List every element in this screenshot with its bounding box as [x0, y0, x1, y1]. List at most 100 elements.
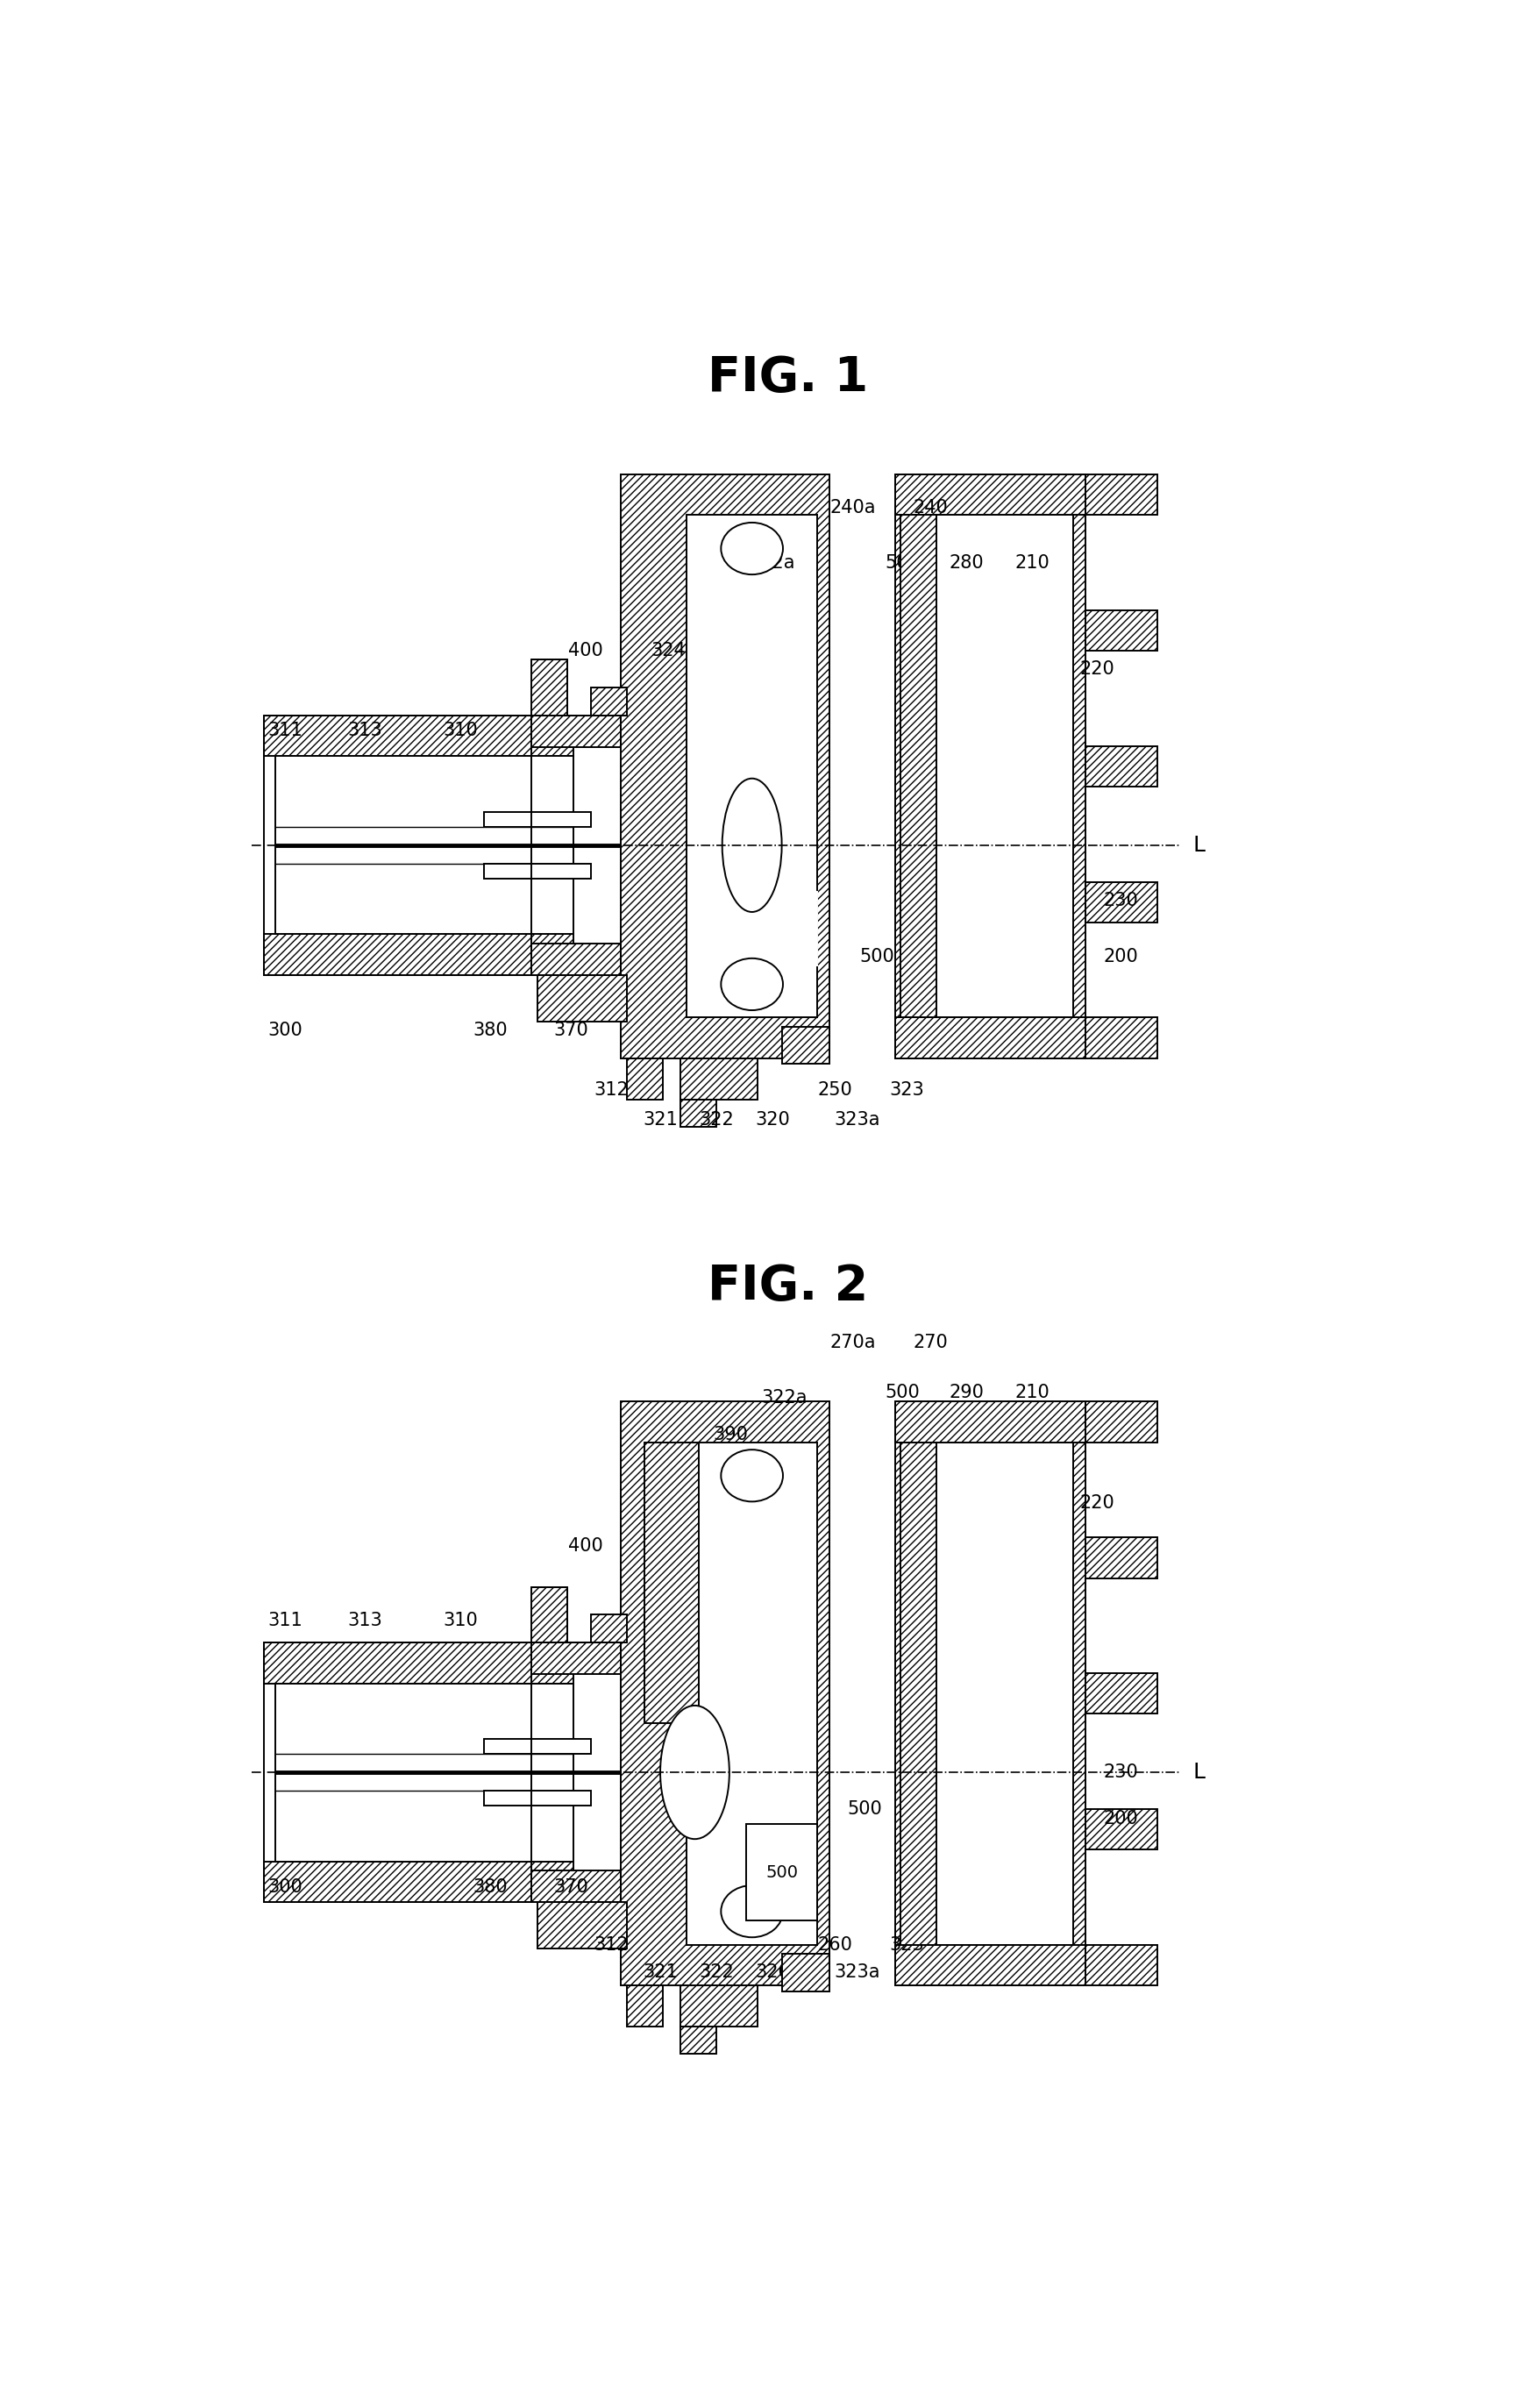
Bar	[895, 474, 1085, 515]
Text: 200: 200	[1104, 949, 1139, 966]
Bar	[681, 1060, 758, 1098]
Bar	[1085, 609, 1157, 650]
Text: 322: 322	[699, 1965, 733, 1982]
Text: 200: 200	[1104, 1811, 1139, 1828]
Text: 310: 310	[443, 722, 478, 739]
Text: 321: 321	[642, 1965, 678, 1982]
Text: 280: 280	[948, 554, 984, 573]
Text: FIG. 2: FIG. 2	[707, 1262, 868, 1310]
Text: 320: 320	[755, 1110, 790, 1129]
Text: L: L	[1193, 1763, 1205, 1782]
Text: 240: 240	[913, 498, 948, 518]
Bar	[1085, 1946, 1157, 1987]
Text: 210: 210	[1014, 554, 1050, 573]
Text: 323a: 323a	[833, 1965, 879, 1982]
Bar	[592, 689, 627, 715]
Ellipse shape	[721, 523, 782, 576]
Bar	[681, 2025, 716, 2054]
Text: FIG. 1: FIG. 1	[707, 354, 868, 402]
Bar	[895, 1019, 1085, 1060]
Bar	[484, 811, 592, 826]
Text: 311: 311	[267, 722, 303, 739]
Bar	[532, 1871, 621, 1902]
Text: 210: 210	[1014, 1385, 1050, 1401]
Text: 230: 230	[1104, 891, 1139, 910]
Text: 250: 250	[818, 1081, 853, 1098]
Bar	[901, 515, 936, 1019]
Bar	[1085, 1019, 1157, 1060]
Bar	[782, 1953, 830, 1991]
Ellipse shape	[661, 1705, 730, 1840]
Bar	[1085, 1674, 1157, 1714]
Bar	[592, 1616, 627, 1642]
Bar	[275, 1683, 573, 1861]
Bar	[930, 1442, 1073, 1946]
Text: L: L	[1193, 836, 1205, 855]
Text: 380: 380	[472, 1021, 507, 1040]
Text: 310: 310	[443, 1611, 478, 1630]
Text: 323: 323	[890, 1081, 924, 1098]
Text: 324: 324	[652, 643, 686, 660]
Bar	[532, 715, 621, 746]
Bar	[687, 1442, 818, 1946]
Bar	[264, 1861, 573, 1902]
Text: 300: 300	[267, 1878, 303, 1895]
Bar	[264, 715, 573, 756]
Bar	[627, 1060, 662, 1098]
Text: 321: 321	[642, 1110, 678, 1129]
Bar	[1085, 1808, 1157, 1849]
Text: 370: 370	[553, 1021, 589, 1040]
Text: 313: 313	[347, 722, 383, 739]
Bar	[532, 1587, 567, 1642]
Text: 390: 390	[713, 1426, 749, 1445]
Bar	[621, 474, 830, 1060]
Bar	[895, 474, 1085, 1060]
Text: 322a: 322a	[749, 554, 795, 573]
Bar	[1085, 1401, 1157, 1442]
Text: 500: 500	[848, 1801, 882, 1818]
Text: 323: 323	[890, 1936, 924, 1953]
Bar	[538, 975, 627, 1021]
Bar	[484, 1792, 592, 1806]
Text: 500: 500	[859, 949, 895, 966]
Text: 230: 230	[1104, 1763, 1139, 1782]
Bar	[895, 1946, 1085, 1987]
Text: 220: 220	[1081, 660, 1114, 677]
Text: 270: 270	[913, 1334, 948, 1351]
Bar	[895, 1401, 1085, 1442]
Text: 500: 500	[885, 554, 919, 573]
Bar	[681, 1987, 758, 2025]
Bar	[275, 756, 573, 934]
Text: 324: 324	[652, 1536, 686, 1556]
Bar	[681, 1098, 716, 1127]
Text: 260: 260	[818, 1936, 853, 1953]
Bar	[264, 934, 573, 975]
Bar	[538, 1902, 627, 1948]
Ellipse shape	[721, 1450, 782, 1503]
Bar	[264, 1642, 573, 1683]
Text: 240a: 240a	[830, 498, 876, 518]
Text: 270a: 270a	[830, 1334, 876, 1351]
Text: 312: 312	[593, 1936, 629, 1953]
Ellipse shape	[721, 1885, 782, 1938]
Text: 313: 313	[347, 1611, 383, 1630]
Bar	[1085, 474, 1157, 515]
Bar	[484, 864, 592, 879]
Bar	[627, 1987, 662, 2025]
Text: 312: 312	[593, 1081, 629, 1098]
Bar	[484, 1739, 592, 1753]
Bar	[532, 660, 567, 715]
Bar	[621, 1401, 830, 1987]
Text: 400: 400	[567, 643, 603, 660]
Bar	[532, 944, 621, 975]
Bar	[764, 891, 818, 966]
Text: 322a: 322a	[761, 1389, 807, 1406]
Ellipse shape	[722, 778, 782, 913]
Text: 311: 311	[267, 1611, 303, 1630]
Bar	[1085, 746, 1157, 787]
Ellipse shape	[721, 958, 782, 1011]
Bar	[532, 1642, 621, 1674]
Bar	[745, 1825, 818, 1922]
Bar	[687, 515, 818, 1019]
Text: 500: 500	[885, 1385, 919, 1401]
